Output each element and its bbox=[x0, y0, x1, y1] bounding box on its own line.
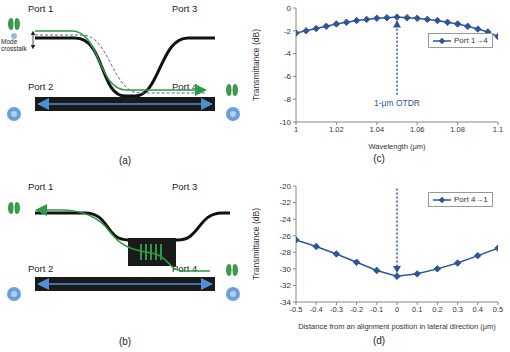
svg-text:1-μm OTDR: 1-μm OTDR bbox=[374, 98, 420, 108]
svg-text:1.08: 1.08 bbox=[450, 125, 465, 134]
svg-text:Port 1: Port 1 bbox=[28, 181, 53, 192]
svg-text:Port 4: Port 4 bbox=[172, 263, 198, 274]
html-text:Port 1→4: Port 1→4 bbox=[454, 36, 488, 46]
svg-text:-0.3: -0.3 bbox=[330, 305, 343, 314]
svg-text:-20: -20 bbox=[279, 182, 291, 191]
svg-text:-2: -2 bbox=[284, 27, 292, 36]
svg-text:Port 2: Port 2 bbox=[28, 263, 53, 274]
svg-text:Port 2: Port 2 bbox=[28, 81, 53, 92]
svg-text:-30: -30 bbox=[279, 265, 291, 274]
svg-text:-0.4: -0.4 bbox=[310, 305, 323, 314]
svg-text:1.04: 1.04 bbox=[369, 125, 384, 134]
svg-text:-0.2: -0.2 bbox=[350, 305, 363, 314]
svg-text:-26: -26 bbox=[279, 232, 291, 241]
svg-text:-4: -4 bbox=[284, 49, 292, 58]
svg-text:(a): (a) bbox=[119, 155, 131, 166]
svg-text:1.02: 1.02 bbox=[329, 125, 344, 134]
svg-text:0.1: 0.1 bbox=[412, 305, 422, 314]
svg-text:1.1: 1.1 bbox=[493, 125, 503, 134]
svg-text:Port 3: Port 3 bbox=[172, 181, 197, 192]
svg-text:Port 1: Port 1 bbox=[28, 3, 53, 14]
svg-text:-6: -6 bbox=[284, 72, 292, 81]
svg-text:-34: -34 bbox=[279, 298, 291, 307]
html-text:Port 4→1: Port 4→1 bbox=[454, 195, 488, 204]
svg-text:-22: -22 bbox=[279, 198, 291, 207]
html-text:(c): (c) bbox=[373, 153, 385, 164]
svg-text:Transmittance (dB): Transmittance (dB) bbox=[251, 29, 261, 101]
svg-text:Modecrosstalk: Modecrosstalk bbox=[1, 38, 27, 52]
svg-text:0: 0 bbox=[287, 4, 292, 13]
html-text:Wavelength (μm): Wavelength (μm) bbox=[368, 142, 426, 151]
svg-text:-0.5: -0.5 bbox=[290, 305, 303, 314]
html-text:(d): (d) bbox=[372, 335, 386, 346]
svg-text:-32: -32 bbox=[279, 281, 291, 290]
svg-text:1.06: 1.06 bbox=[410, 125, 425, 134]
svg-text:1: 1 bbox=[294, 125, 298, 134]
svg-text:-8: -8 bbox=[284, 95, 292, 104]
html-text:Distance from an alignment pos: Distance from an alignment position in l… bbox=[298, 322, 496, 331]
svg-text:0: 0 bbox=[395, 305, 399, 314]
svg-text:(b): (b) bbox=[119, 336, 131, 347]
svg-text:0.5: 0.5 bbox=[493, 305, 503, 314]
svg-text:0.3: 0.3 bbox=[452, 305, 462, 314]
svg-text:-24: -24 bbox=[279, 215, 291, 224]
svg-text:0.4: 0.4 bbox=[473, 305, 483, 314]
svg-text:Transmittance (dB): Transmittance (dB) bbox=[251, 208, 261, 280]
svg-text:0.2: 0.2 bbox=[432, 305, 442, 314]
svg-text:Port 3: Port 3 bbox=[172, 3, 197, 14]
svg-text:-28: -28 bbox=[279, 248, 291, 257]
svg-text:-10: -10 bbox=[279, 118, 291, 127]
svg-text:-0.1: -0.1 bbox=[370, 305, 383, 314]
svg-text:Port 4: Port 4 bbox=[172, 81, 198, 92]
